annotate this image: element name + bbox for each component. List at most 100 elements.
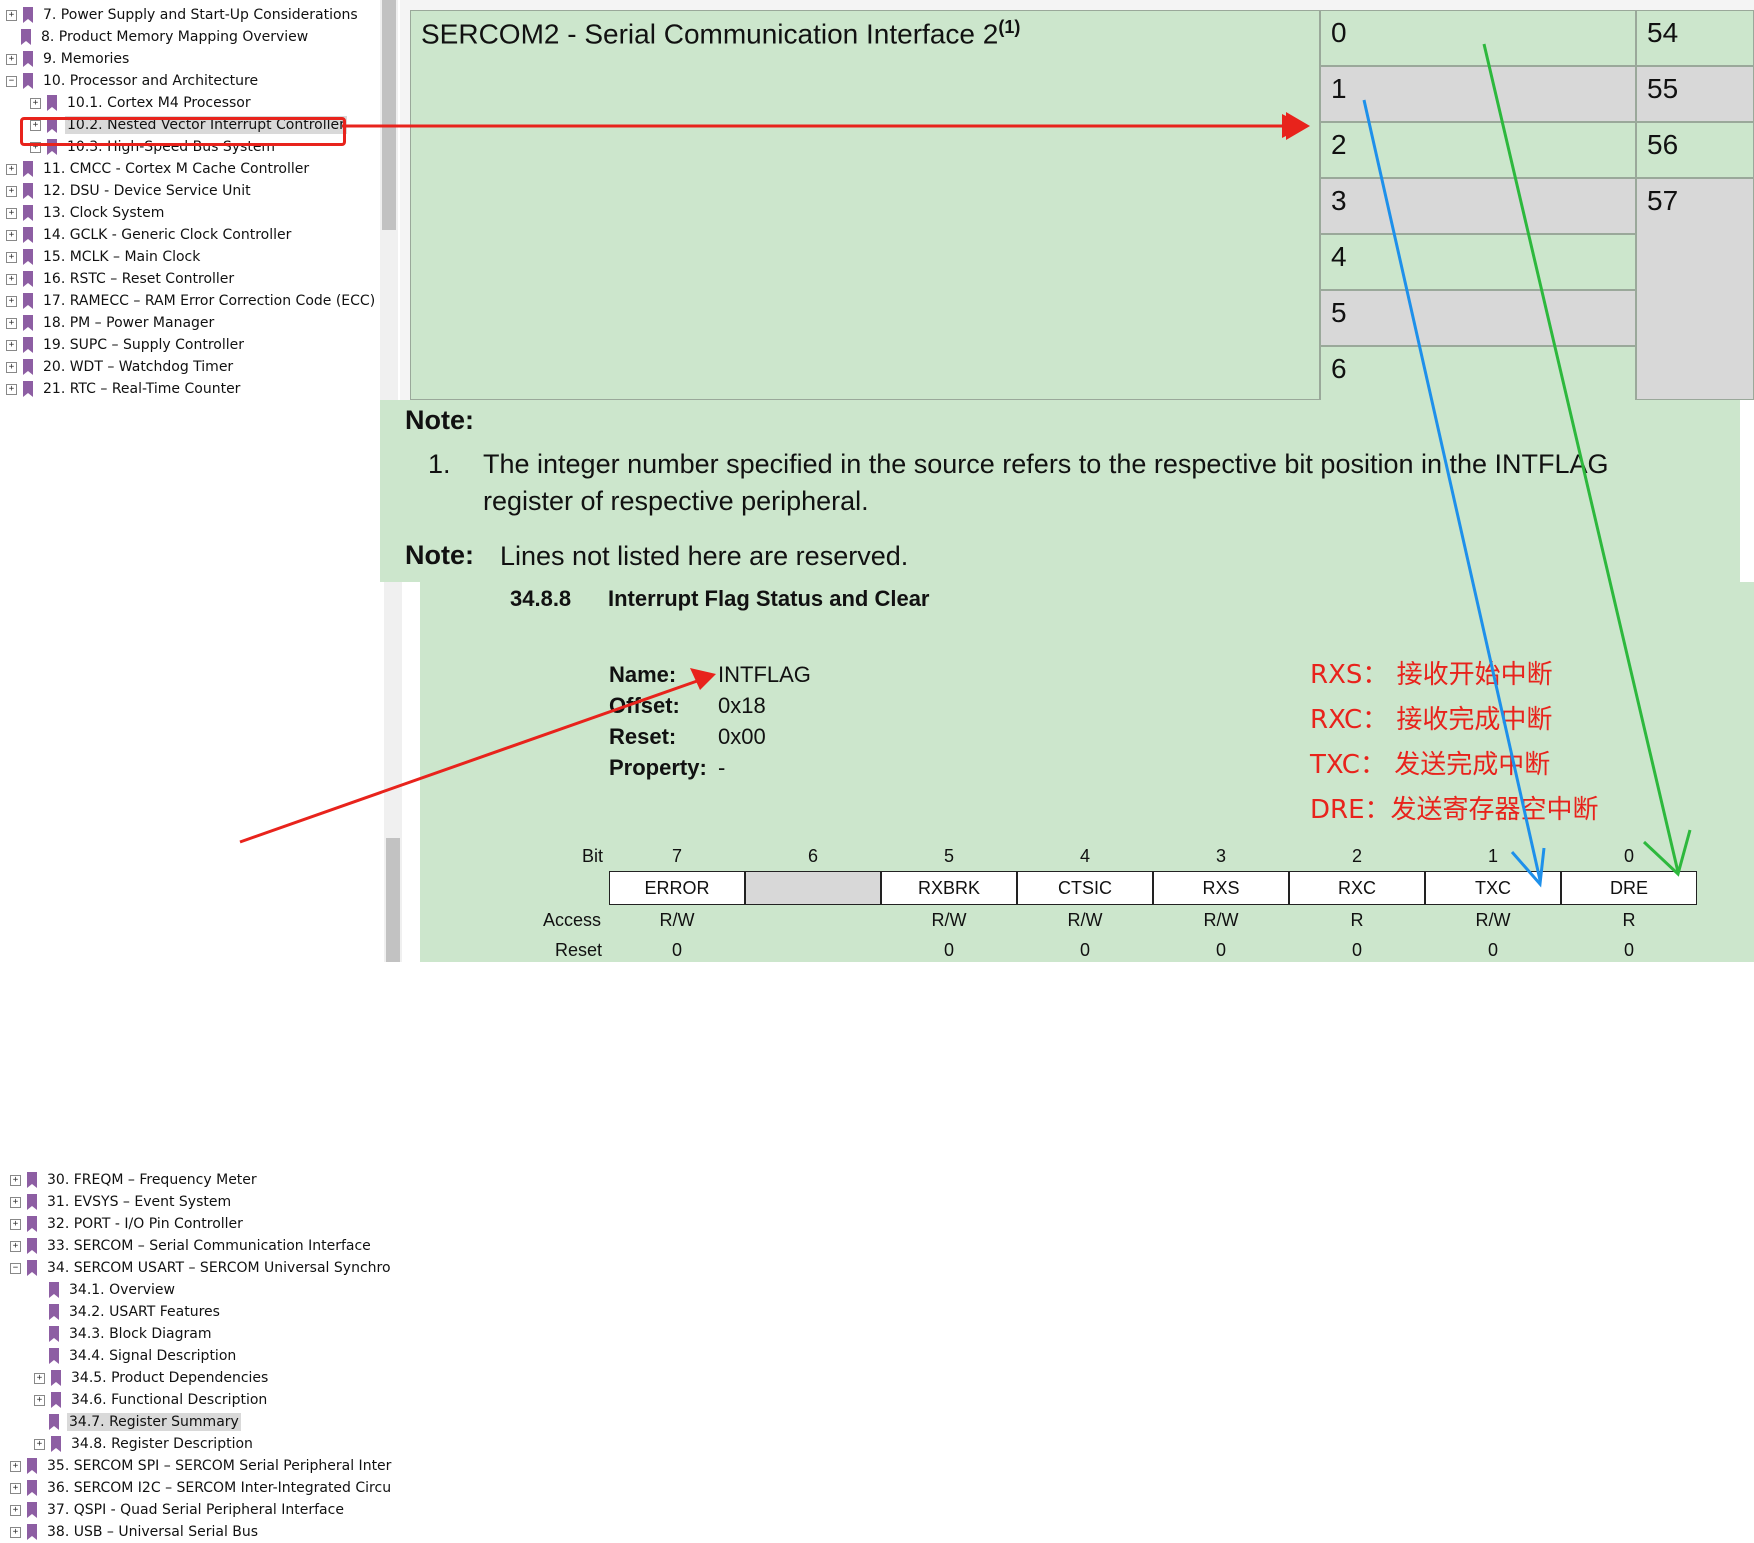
bookmark-icon xyxy=(51,1392,61,1408)
tree-bottom-item[interactable]: +35. SERCOM SPI – SERCOM Serial Peripher… xyxy=(10,1455,393,1477)
tree-top-item[interactable]: +13. Clock System xyxy=(6,202,166,224)
expand-icon[interactable]: + xyxy=(6,295,17,307)
expand-icon[interactable]: + xyxy=(6,251,17,263)
tree-bottom-scrollbar[interactable] xyxy=(384,580,402,962)
tree-top-item[interactable]: +16. RSTC – Reset Controller xyxy=(6,268,236,290)
line-cell: 54 xyxy=(1636,10,1754,66)
expand-icon[interactable]: + xyxy=(10,1504,21,1516)
tree-bottom-scrollbar-thumb[interactable] xyxy=(386,838,400,962)
expand-icon[interactable]: + xyxy=(34,1438,45,1450)
tree-top-scrollbar-thumb[interactable] xyxy=(382,0,396,230)
tree-bottom-item[interactable]: +36. SERCOM I2C – SERCOM Inter-Integrate… xyxy=(10,1477,393,1499)
tree-top-item[interactable]: +10.1. Cortex M4 Processor xyxy=(30,92,253,114)
bit-field: RXBRK xyxy=(881,871,1017,905)
expand-icon[interactable]: + xyxy=(6,229,17,241)
property-value: - xyxy=(718,755,726,780)
reset-label: Reset: xyxy=(609,724,677,749)
tree-top-item[interactable]: +19. SUPC – Supply Controller xyxy=(6,334,246,356)
bookmark-icon xyxy=(23,205,33,221)
tree-bottom-item[interactable]: +32. PORT - I/O Pin Controller xyxy=(10,1213,245,1235)
expand-icon[interactable]: + xyxy=(6,339,17,351)
bookmark-icon xyxy=(27,1194,37,1210)
tree-bottom-item[interactable]: +34.5. Product Dependencies xyxy=(34,1367,270,1389)
bit-row-label: Bit xyxy=(582,846,604,866)
reset-value: 0x00 xyxy=(718,724,766,749)
tree-bottom-item[interactable]: 34.1. Overview xyxy=(34,1279,177,1301)
bit-access: R/W xyxy=(1203,910,1239,930)
expand-icon[interactable]: + xyxy=(10,1240,21,1252)
tree-bottom-item[interactable]: +34.6. Functional Description xyxy=(34,1389,269,1411)
expand-icon[interactable]: + xyxy=(30,119,41,131)
tree-line xyxy=(34,1286,43,1295)
source-cell: 6 xyxy=(1320,346,1636,402)
source-cell: 0 xyxy=(1320,10,1636,66)
tree-top-scrollbar[interactable] xyxy=(380,0,398,400)
expand-icon[interactable]: + xyxy=(10,1196,21,1208)
module-cell: SERCOM2 - Serial Communication Interface… xyxy=(410,10,1320,400)
expand-icon[interactable]: + xyxy=(10,1460,21,1472)
tree-bottom-item[interactable]: +31. EVSYS – Event System xyxy=(10,1191,233,1213)
access-row-label: Access xyxy=(543,910,602,930)
name-label: Name: xyxy=(609,662,677,687)
reset-row-label: Reset xyxy=(555,940,603,960)
collapse-icon[interactable]: − xyxy=(10,1262,21,1274)
tree-top-item[interactable]: +11. CMCC - Cortex M Cache Controller xyxy=(6,158,311,180)
tree-bottom-item[interactable]: 34.2. USART Features xyxy=(34,1301,222,1323)
bookmark-icon xyxy=(27,1458,37,1474)
expand-icon[interactable]: + xyxy=(6,273,17,285)
expand-icon[interactable]: + xyxy=(30,97,41,109)
expand-icon[interactable]: + xyxy=(6,383,17,395)
expand-icon[interactable]: + xyxy=(6,185,17,197)
tree-top-item[interactable]: +12. DSU - Device Service Unit xyxy=(6,180,253,202)
tree-top-item[interactable]: +15. MCLK – Main Clock xyxy=(6,246,202,268)
expand-icon[interactable]: + xyxy=(6,361,17,373)
tree-bottom-item-label: 34.8. Register Description xyxy=(71,1436,253,1452)
tree-top-item-label: 10. Processor and Architecture xyxy=(43,73,259,89)
tree-bottom-item[interactable]: +38. USB – Universal Serial Bus xyxy=(10,1521,260,1543)
bit-reset: 0 xyxy=(1079,940,1090,960)
expand-icon[interactable]: + xyxy=(6,207,17,219)
tree-top-item[interactable]: +14. GCLK - Generic Clock Controller xyxy=(6,224,293,246)
expand-icon[interactable]: + xyxy=(30,141,41,153)
tree-top-item[interactable]: +20. WDT – Watchdog Timer xyxy=(6,356,235,378)
expand-icon[interactable]: + xyxy=(6,53,17,65)
tree-top-item-label: 10.1. Cortex M4 Processor xyxy=(67,95,251,111)
tree-bottom-item[interactable]: +37. QSPI - Quad Serial Peripheral Inter… xyxy=(10,1499,346,1521)
expand-icon[interactable]: + xyxy=(6,317,17,329)
bookmark-icon xyxy=(49,1414,59,1430)
name-value: INTFLAG xyxy=(718,662,811,687)
source-cell: 2 xyxy=(1320,122,1636,178)
bit-access: R/W xyxy=(931,910,967,930)
bit-number: 4 xyxy=(1079,846,1090,866)
expand-icon[interactable]: + xyxy=(10,1218,21,1230)
expand-icon[interactable]: + xyxy=(34,1394,45,1406)
tree-bottom-item[interactable]: 34.4. Signal Description xyxy=(34,1345,238,1367)
tree-bottom-item[interactable]: − 34. SERCOM USART – SERCOM Universal Syn… xyxy=(10,1257,393,1279)
tree-line xyxy=(6,33,15,42)
tree-bottom-item[interactable]: +30. FREQM – Frequency Meter xyxy=(10,1169,259,1191)
tree-top-item[interactable]: +7. Power Supply and Start-Up Considerat… xyxy=(6,4,360,26)
expand-icon[interactable]: + xyxy=(6,9,17,21)
bookmark-icon xyxy=(27,1238,37,1254)
tree-top-item[interactable]: +17. RAMECC – RAM Error Correction Code … xyxy=(6,290,377,312)
tree-top-item-label: 8. Product Memory Mapping Overview xyxy=(41,29,309,45)
tree-bottom-item[interactable]: +33. SERCOM – Serial Communication Inter… xyxy=(10,1235,373,1257)
tree-bottom-item[interactable]: +34.8. Register Description xyxy=(34,1433,255,1455)
expand-icon[interactable]: + xyxy=(6,163,17,175)
tree-bottom-item-label: 30. FREQM – Frequency Meter xyxy=(47,1172,257,1188)
tree-bottom-item-label: 34.5. Product Dependencies xyxy=(71,1370,269,1386)
expand-icon[interactable]: + xyxy=(10,1482,21,1494)
tree-bottom-item[interactable]: 34.7. Register Summary xyxy=(34,1411,241,1433)
collapse-icon[interactable]: − xyxy=(6,75,17,87)
tree-top-item[interactable]: +21. RTC – Real-Time Counter xyxy=(6,378,242,400)
tree-top-item[interactable]: 8. Product Memory Mapping Overview xyxy=(6,26,310,48)
tree-top-item[interactable]: +9. Memories xyxy=(6,48,131,70)
expand-icon[interactable]: + xyxy=(10,1526,21,1538)
tree-bottom-item[interactable]: 34.3. Block Diagram xyxy=(34,1323,214,1345)
tree-top-item[interactable]: +18. PM – Power Manager xyxy=(6,312,216,334)
tree-top-item[interactable]: +10.2. Nested Vector Interrupt Controlle… xyxy=(30,114,347,136)
expand-icon[interactable]: + xyxy=(10,1174,21,1186)
expand-icon[interactable]: + xyxy=(34,1372,45,1384)
bit-access: R xyxy=(1622,910,1636,930)
tree-top-item[interactable]: − 10. Processor and Architecture xyxy=(6,70,260,92)
